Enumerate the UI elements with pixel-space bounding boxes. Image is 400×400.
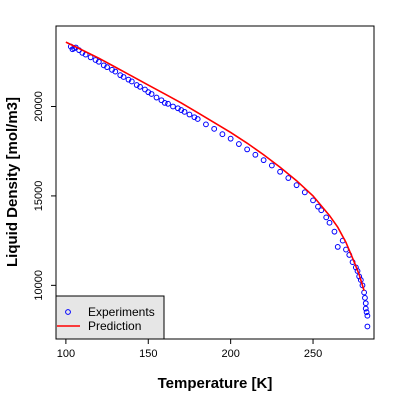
experiment-point bbox=[186, 111, 193, 118]
experiment-point bbox=[310, 197, 316, 204]
experiment-point bbox=[364, 312, 371, 319]
experiment-point bbox=[95, 58, 102, 65]
x-tick-label: 250 bbox=[304, 348, 322, 360]
experiment-point bbox=[104, 64, 110, 71]
plot-border bbox=[55, 25, 375, 340]
experiment-point bbox=[323, 214, 330, 221]
experiment-point bbox=[153, 94, 160, 101]
experiment-point bbox=[112, 68, 119, 75]
x-tick-label: 150 bbox=[139, 348, 157, 360]
legend-box bbox=[55, 295, 165, 340]
experiment-point bbox=[301, 189, 308, 196]
experiment-point bbox=[364, 323, 371, 330]
experiment-point bbox=[148, 91, 155, 97]
experiment-point bbox=[161, 100, 168, 106]
experiment-point bbox=[181, 108, 188, 115]
x-tick-label: 200 bbox=[221, 348, 239, 360]
y-axis-ticks: 10000 15000 20000 bbox=[33, 91, 56, 301]
x-axis-label: Temperature [K] bbox=[158, 375, 273, 392]
experiments-points bbox=[67, 43, 371, 330]
legend-experiments-label: Experiments bbox=[88, 305, 155, 319]
experiment-point bbox=[362, 300, 369, 307]
experiment-point bbox=[165, 100, 171, 107]
experiment-point bbox=[326, 219, 333, 226]
y-tick-label: 10000 bbox=[33, 270, 45, 301]
experiment-point bbox=[318, 207, 325, 214]
experiment-point bbox=[331, 228, 338, 235]
experiment-point bbox=[268, 162, 275, 169]
experiment-point bbox=[227, 135, 234, 142]
experiment-point bbox=[211, 125, 218, 132]
experiment-point bbox=[277, 168, 283, 175]
experiment-point bbox=[260, 157, 267, 164]
experiment-point bbox=[203, 121, 209, 128]
experiment-point bbox=[361, 289, 368, 296]
experiment-point bbox=[219, 131, 226, 138]
experiment-point bbox=[252, 151, 259, 158]
x-tick-label: 100 bbox=[57, 348, 75, 360]
y-tick-label: 15000 bbox=[33, 181, 45, 212]
legend-experiments-marker bbox=[65, 309, 71, 315]
experiment-point bbox=[285, 175, 292, 181]
experiment-point bbox=[362, 305, 369, 312]
experiment-point bbox=[363, 309, 370, 316]
experiment-point bbox=[170, 103, 176, 110]
experiment-point bbox=[244, 146, 251, 153]
experiment-point bbox=[315, 203, 321, 210]
prediction-line bbox=[65, 41, 365, 291]
legend-prediction-label: Prediction bbox=[88, 319, 141, 333]
experiment-point bbox=[128, 78, 135, 85]
experiment-point bbox=[362, 294, 368, 301]
x-axis-ticks: 100 150 200 250 bbox=[57, 339, 322, 360]
y-tick-label: 20000 bbox=[33, 91, 45, 122]
legend: Experiments Prediction bbox=[55, 295, 165, 340]
experiment-point bbox=[334, 243, 341, 250]
y-axis-label: Liquid Density [mol/m3] bbox=[4, 97, 21, 267]
experiment-point bbox=[235, 141, 242, 147]
experiment-point bbox=[194, 116, 201, 122]
experiment-point bbox=[293, 182, 300, 189]
experiment-point bbox=[120, 74, 127, 80]
experiment-point bbox=[137, 83, 143, 90]
